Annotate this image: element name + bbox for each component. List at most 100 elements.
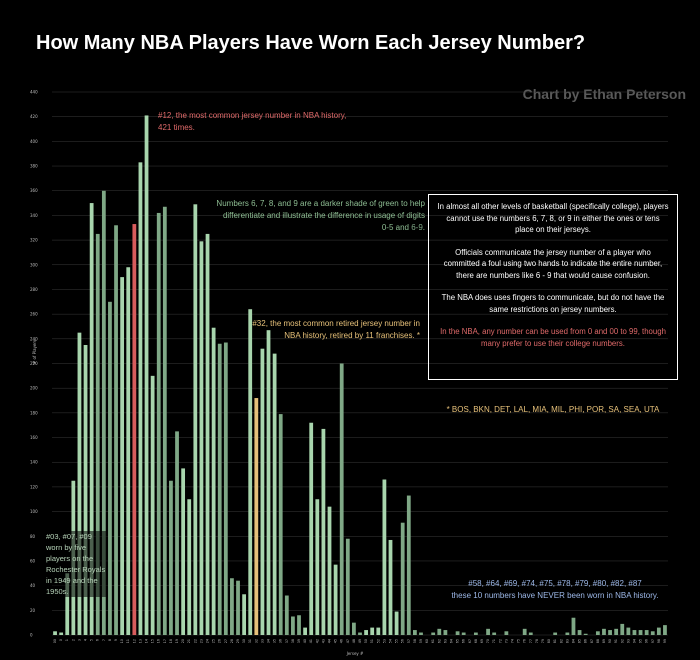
x-tick-label: 47 bbox=[346, 639, 350, 643]
info-paragraph-4: In the NBA, any number can be used from … bbox=[440, 327, 666, 348]
x-tick-label: 99 bbox=[663, 639, 667, 643]
y-tick-label: 340 bbox=[30, 213, 38, 218]
bar-77 bbox=[528, 632, 533, 635]
x-tick-label: 33 bbox=[260, 639, 264, 643]
x-tick-label: 74 bbox=[510, 639, 514, 643]
shade-annotation: Numbers 6, 7, 8, and 9 are a darker shad… bbox=[215, 198, 425, 234]
bar-12 bbox=[132, 224, 137, 635]
bar-39 bbox=[297, 615, 301, 635]
bar-11 bbox=[126, 267, 131, 635]
bar-20 bbox=[181, 468, 186, 635]
x-tick-label: 12 bbox=[132, 639, 136, 643]
info-paragraph-3: The NBA does uses fingers to communicate… bbox=[441, 293, 665, 314]
x-tick-label: 66 bbox=[462, 639, 466, 643]
x-tick-label: 27 bbox=[224, 639, 228, 643]
bar-65 bbox=[455, 631, 460, 635]
bar-90 bbox=[608, 630, 612, 635]
y-tick-label: 280 bbox=[30, 287, 38, 292]
bar-18 bbox=[169, 480, 173, 635]
bar-51 bbox=[370, 627, 375, 635]
x-tick-label: 58 bbox=[413, 639, 417, 643]
y-tick-label: 60 bbox=[30, 558, 36, 563]
x-tick-label: 82 bbox=[559, 639, 563, 643]
x-tick-label: 15 bbox=[151, 639, 155, 643]
bar-88 bbox=[595, 631, 600, 635]
y-tick-label: 140 bbox=[30, 460, 38, 465]
x-tick-label: 61 bbox=[431, 639, 435, 643]
x-tick-label: 18 bbox=[169, 639, 173, 643]
bar-30 bbox=[242, 594, 247, 635]
x-axis-label: Jersey # bbox=[346, 651, 364, 656]
rochester-annotation: #03, #07, #09 worn by five players on th… bbox=[46, 531, 108, 597]
info-box: In almost all other levels of basketball… bbox=[428, 194, 678, 380]
bar-58 bbox=[413, 630, 417, 635]
x-tick-label: 42 bbox=[315, 639, 319, 643]
x-tick-label: 29 bbox=[236, 639, 240, 643]
never-worn-annotation: #58, #64, #69, #74, #75, #78, #79, #80, … bbox=[420, 578, 690, 602]
x-tick-label: 91 bbox=[614, 639, 618, 643]
bar-29 bbox=[236, 580, 240, 635]
bar-81 bbox=[553, 632, 558, 635]
x-tick-label: 6 bbox=[96, 639, 100, 641]
bar-24 bbox=[205, 233, 210, 635]
bar-50 bbox=[364, 630, 368, 635]
x-tick-label: 25 bbox=[212, 639, 216, 643]
x-tick-label: 19 bbox=[175, 639, 179, 643]
bar-48 bbox=[352, 622, 356, 635]
x-tick-label: 38 bbox=[291, 639, 295, 643]
x-tick-label: 52 bbox=[376, 639, 380, 643]
x-tick-label: 75 bbox=[517, 639, 521, 643]
x-tick-label: 1 bbox=[65, 639, 69, 641]
x-tick-label: 57 bbox=[407, 639, 411, 643]
y-tick-label: 440 bbox=[30, 90, 38, 95]
bar-55 bbox=[394, 611, 399, 635]
bar-21 bbox=[187, 499, 192, 635]
x-tick-label: 69 bbox=[480, 639, 484, 643]
x-tick-label: 60 bbox=[425, 639, 429, 643]
y-tick-label: 300 bbox=[30, 262, 38, 267]
x-tick-label: 54 bbox=[388, 639, 392, 643]
x-tick-label: 28 bbox=[230, 639, 234, 643]
bar-59 bbox=[419, 632, 423, 635]
x-tick-label: 40 bbox=[303, 639, 307, 643]
bar-00 bbox=[53, 631, 57, 635]
x-tick-label: 14 bbox=[145, 639, 149, 643]
bar-15 bbox=[150, 375, 155, 635]
bar-91 bbox=[614, 628, 619, 635]
x-tick-label: 83 bbox=[565, 639, 569, 643]
x-tick-label: 0 bbox=[59, 639, 63, 641]
x-tick-label: 10 bbox=[120, 639, 124, 643]
y-tick-label: 220 bbox=[30, 361, 38, 366]
x-tick-label: 72 bbox=[498, 639, 502, 643]
bar-6 bbox=[95, 233, 100, 635]
x-tick-label: 8 bbox=[108, 639, 112, 641]
x-tick-label: 79 bbox=[541, 639, 545, 643]
x-tick-label: 78 bbox=[535, 639, 539, 643]
x-tick-label: 98 bbox=[657, 639, 661, 643]
x-tick-label: 2 bbox=[71, 639, 75, 641]
x-tick-label: 62 bbox=[437, 639, 441, 643]
x-tick-label: 95 bbox=[639, 639, 643, 643]
x-tick-label: 51 bbox=[370, 639, 374, 643]
y-tick-label: 0 bbox=[30, 633, 33, 638]
bar-27 bbox=[223, 342, 228, 635]
bar-53 bbox=[382, 479, 387, 635]
x-tick-label: 35 bbox=[273, 639, 277, 643]
x-tick-label: 67 bbox=[468, 639, 472, 643]
franchises-footnote: * BOS, BKN, DET, LAL, MIA, MIL, PHI, POR… bbox=[446, 405, 660, 414]
x-tick-label: 56 bbox=[401, 639, 405, 643]
y-tick-label: 320 bbox=[30, 238, 38, 243]
y-tick-label: 80 bbox=[30, 534, 36, 539]
x-tick-label: 93 bbox=[626, 639, 630, 643]
x-tick-label: 90 bbox=[608, 639, 612, 643]
x-tick-label: 36 bbox=[279, 639, 283, 643]
y-tick-label: 160 bbox=[30, 435, 38, 440]
retired-annotation: #32, the most common retired jersey numb… bbox=[252, 319, 420, 340]
x-tick-label: 31 bbox=[248, 639, 252, 643]
bar-93 bbox=[626, 627, 631, 635]
bar-96 bbox=[644, 630, 649, 635]
bar-66 bbox=[461, 632, 466, 635]
bar-17 bbox=[162, 206, 167, 636]
bar-61 bbox=[431, 632, 436, 635]
